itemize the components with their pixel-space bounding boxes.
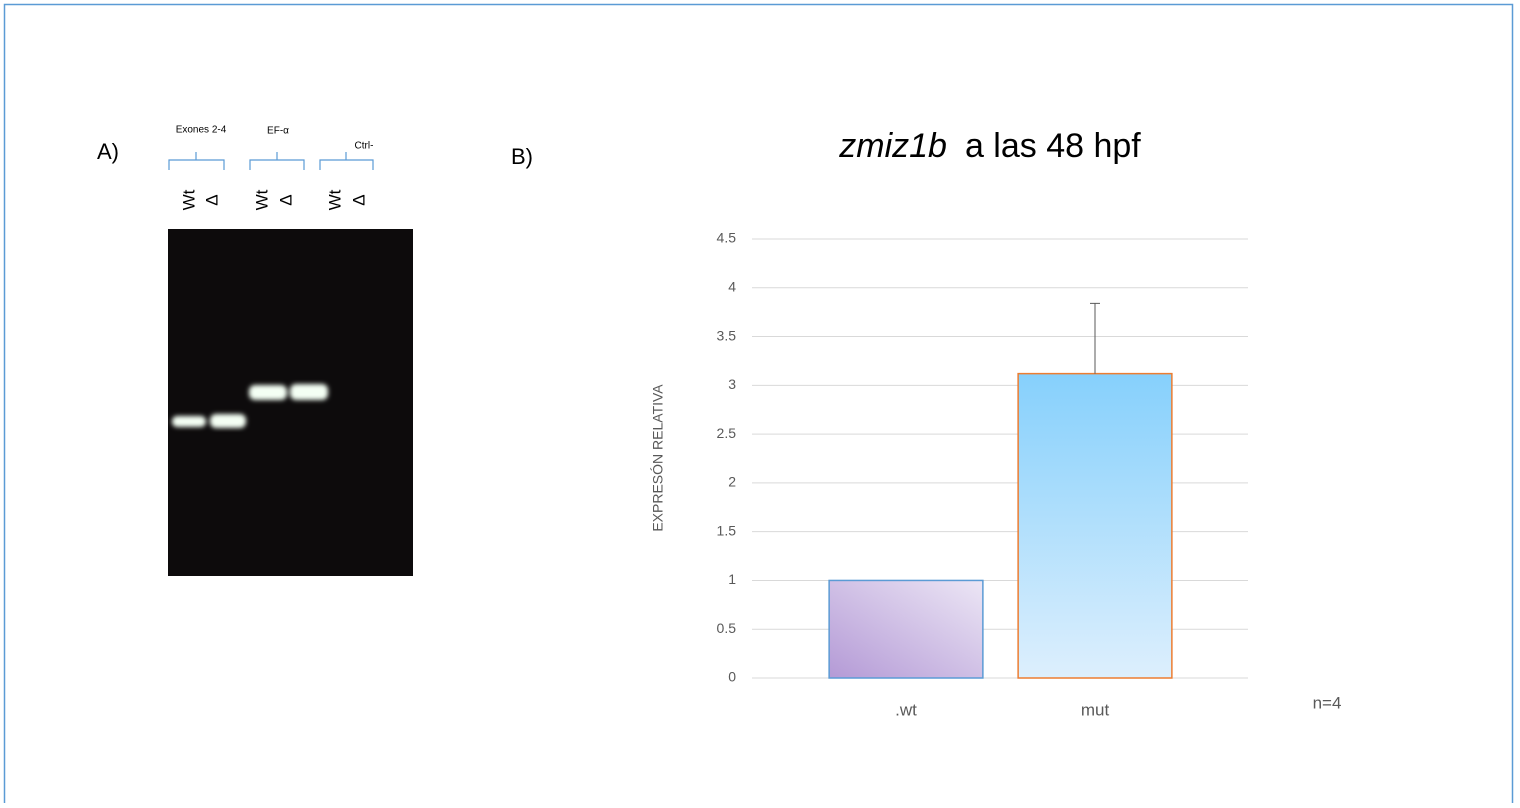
title-rest: a las 48 hpf	[965, 127, 1141, 165]
panel-label: A)	[97, 139, 119, 164]
group-label: Ctrl-	[355, 141, 374, 152]
x-tick-label: .wt	[895, 700, 917, 719]
y-tick-label: 0.5	[717, 620, 737, 636]
lane-label: Wt	[179, 189, 198, 210]
group-label: Exones 2-4	[176, 125, 227, 136]
y-tick-label: 2.5	[717, 425, 737, 441]
y-tick-label: 3.5	[717, 327, 737, 343]
y-tick-label: 1	[728, 571, 736, 587]
figure: A) Exones 2-4 EF-α Ctrl- Wt Δ Wt Δ Wt Δ B) zm…	[0, 0, 1520, 803]
y-tick-label: 2	[728, 474, 736, 490]
brackets	[169, 152, 373, 170]
group-label: EF-α	[267, 126, 289, 137]
x-tick-label: mut	[1081, 700, 1110, 719]
panel-label: B)	[511, 144, 533, 169]
bar	[829, 580, 983, 678]
lane-label: Wt	[252, 189, 271, 210]
y-tick-label: 0	[728, 669, 736, 685]
bar	[1018, 374, 1172, 678]
annotation: n=4	[1313, 693, 1342, 712]
y-tick-label: 4.5	[717, 230, 737, 246]
chart-title: zmiz1b a las 48 hpf	[838, 127, 1141, 165]
lane-label: Δ	[202, 194, 221, 205]
gel	[168, 229, 413, 576]
y-tick-label: 1.5	[717, 522, 737, 538]
error-bar	[1090, 303, 1100, 373]
lane-label: Δ	[276, 194, 295, 205]
lane-label: Wt	[325, 189, 344, 210]
y-tick-label: 3	[728, 376, 736, 392]
y-axis-label: EXPRESÓN RELATIVA	[650, 384, 666, 532]
y-tick-label: 4	[728, 278, 736, 294]
lane-label: Δ	[349, 194, 368, 205]
title-gene: zmiz1b	[838, 127, 947, 165]
